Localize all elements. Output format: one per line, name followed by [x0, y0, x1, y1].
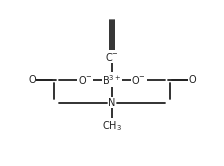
Text: N: N: [108, 98, 116, 108]
Text: O: O: [28, 75, 36, 85]
Text: $\mathregular{O^{-}}$: $\mathregular{O^{-}}$: [78, 74, 93, 86]
Text: $\mathregular{CH_3}$: $\mathregular{CH_3}$: [102, 119, 122, 133]
Text: $\mathregular{B^{3+}}$: $\mathregular{B^{3+}}$: [102, 73, 122, 87]
Text: $\mathregular{O^{-}}$: $\mathregular{O^{-}}$: [131, 74, 146, 86]
Text: $\mathregular{C^{-}}$: $\mathregular{C^{-}}$: [105, 51, 119, 63]
Text: O: O: [188, 75, 196, 85]
